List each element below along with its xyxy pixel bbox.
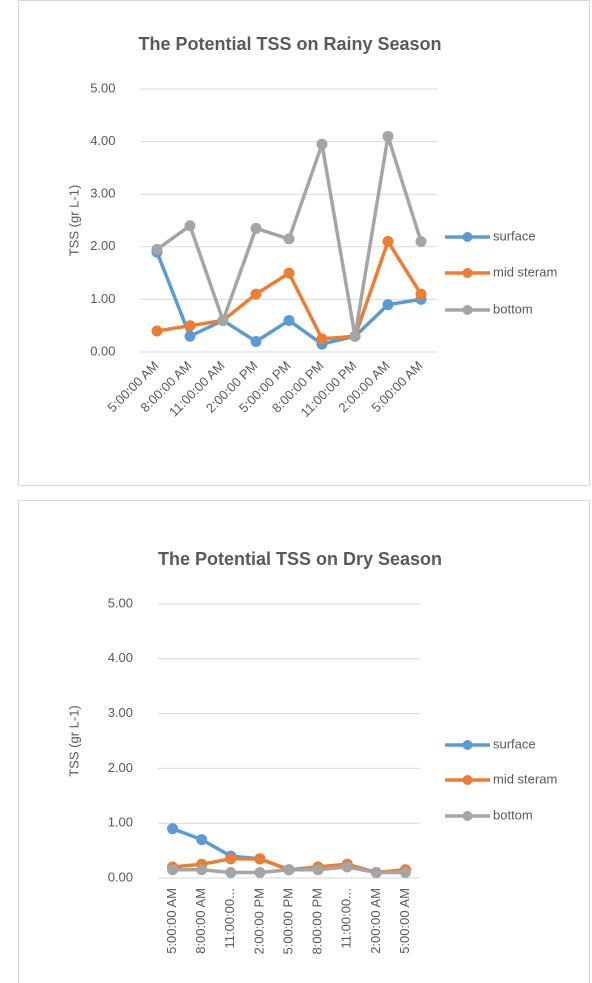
x-tick-label: 2:00:00 AM <box>368 888 383 954</box>
x-tick-label: 11:00:00... <box>222 888 237 948</box>
data-point <box>250 288 262 300</box>
legend-marker <box>462 305 473 315</box>
chart-frame <box>18 0 590 486</box>
data-point <box>225 867 237 879</box>
data-point <box>283 233 295 245</box>
data-point <box>151 243 163 255</box>
y-axis-label: TSS (gr L-1) <box>66 705 81 777</box>
data-point <box>196 834 208 846</box>
data-point <box>316 333 328 345</box>
data-point <box>382 299 394 311</box>
data-point <box>283 267 295 279</box>
y-tick-label: 4.00 <box>90 133 115 148</box>
legend-label: mid steram <box>493 264 557 279</box>
x-tick-label: 8:00:00 AM <box>193 888 208 954</box>
chart-title: The Potential TSS on Dry Season <box>158 549 442 569</box>
legend-label: bottom <box>493 301 533 316</box>
legend-marker <box>462 268 473 278</box>
data-point <box>217 314 229 326</box>
data-point <box>250 335 262 347</box>
legend-label: surface <box>493 736 536 751</box>
legend-label: bottom <box>493 807 533 822</box>
data-point <box>254 867 266 879</box>
y-tick-label: 0.00 <box>90 343 115 358</box>
legend-marker <box>462 232 473 242</box>
chart-frame <box>18 500 590 983</box>
x-tick-label: 2:00:00 PM <box>251 888 266 955</box>
data-point <box>415 288 427 300</box>
legend-label: mid steram <box>493 771 557 786</box>
data-point <box>254 853 266 865</box>
y-tick-label: 3.00 <box>90 186 115 201</box>
y-tick-label: 5.00 <box>90 80 115 95</box>
data-point <box>283 864 295 876</box>
data-point <box>225 853 237 865</box>
data-point <box>283 314 295 326</box>
data-point <box>399 867 411 879</box>
data-point <box>341 861 353 873</box>
data-point <box>167 823 179 835</box>
data-point <box>382 130 394 142</box>
legend-marker <box>462 740 473 750</box>
y-tick-label: 2.00 <box>90 238 115 253</box>
data-point <box>184 220 196 232</box>
y-tick-label: 5.00 <box>108 595 133 610</box>
data-point <box>167 864 179 876</box>
x-tick-label: 5:00:00 PM <box>280 888 295 955</box>
data-point <box>184 330 196 342</box>
x-tick-label: 11:00:00... <box>339 888 354 948</box>
data-point <box>184 320 196 332</box>
y-tick-label: 1.00 <box>108 815 133 830</box>
data-point <box>382 236 394 248</box>
data-point <box>415 236 427 248</box>
y-tick-label: 3.00 <box>108 705 133 720</box>
data-point <box>312 864 324 876</box>
legend-label: surface <box>493 228 536 243</box>
y-tick-label: 1.00 <box>90 291 115 306</box>
data-point <box>316 138 328 150</box>
chart-title: The Potential TSS on Rainy Season <box>138 34 441 54</box>
y-tick-label: 2.00 <box>108 760 133 775</box>
legend-marker <box>462 811 473 821</box>
x-tick-label: 5:00:00 AM <box>164 888 179 954</box>
data-point <box>370 867 382 879</box>
data-point <box>349 330 361 342</box>
y-tick-label: 0.00 <box>108 869 133 884</box>
data-point <box>196 864 208 876</box>
x-tick-label: 8:00:00 PM <box>310 888 325 955</box>
y-axis-label: TSS (gr L-1) <box>66 185 81 257</box>
data-point <box>250 222 262 234</box>
y-tick-label: 4.00 <box>108 650 133 665</box>
data-point <box>151 325 163 337</box>
legend-marker <box>462 775 473 785</box>
x-tick-label: 5:00:00 AM <box>397 888 412 954</box>
